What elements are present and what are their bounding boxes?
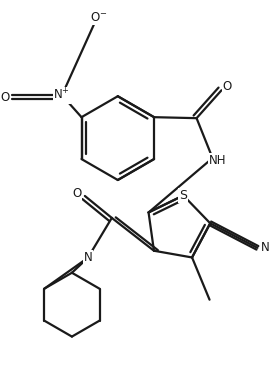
Text: O: O (72, 188, 82, 200)
Text: NH: NH (209, 154, 226, 166)
Text: S: S (179, 189, 187, 202)
Text: O$^{-}$: O$^{-}$ (90, 11, 107, 24)
Text: N$^{+}$: N$^{+}$ (53, 88, 70, 103)
Text: O: O (223, 80, 232, 93)
Text: N: N (261, 241, 270, 254)
Text: N: N (83, 251, 92, 264)
Text: O: O (1, 91, 10, 104)
